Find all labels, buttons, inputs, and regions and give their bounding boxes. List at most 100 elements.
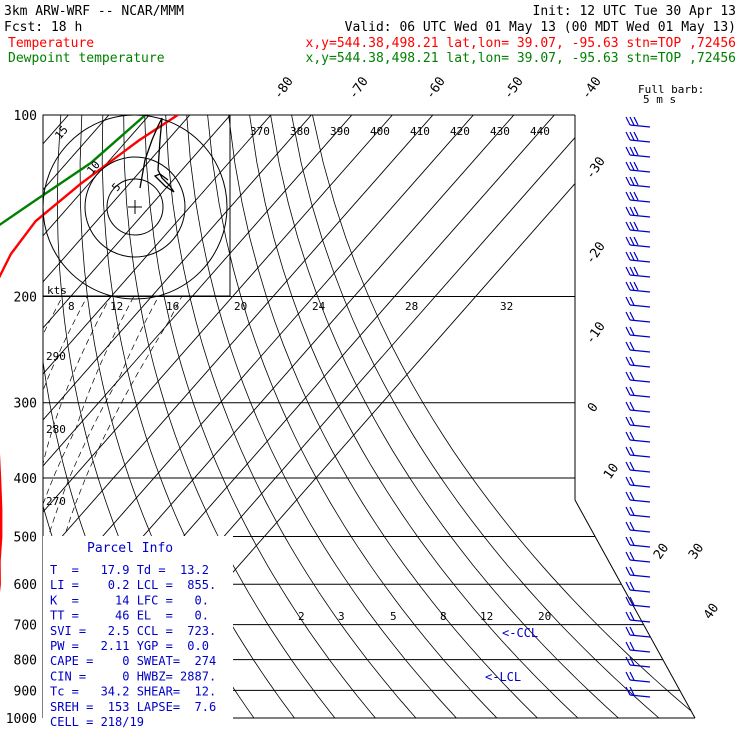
dry-adiabat	[249, 115, 579, 718]
isotherm-label: 10	[601, 461, 622, 482]
mixing-ratio-label: 8	[440, 610, 447, 623]
pressure-tick-label: 100	[14, 109, 37, 124]
wind-barb	[625, 476, 651, 488]
wind-barb	[625, 386, 651, 398]
wind-barb	[625, 431, 651, 443]
moist-adiabat	[43, 296, 159, 718]
parcel-info-row: CAPE = 0 SWEAT= 274	[50, 654, 216, 668]
parcel-info-panel: Parcel Info T = 17.9 Td = 13.2LI = 0.2 L…	[43, 536, 233, 729]
wind-barb	[625, 521, 651, 533]
wind-barb	[625, 296, 651, 308]
dry-adiabat	[291, 115, 660, 718]
theta-left-label: 270	[46, 495, 66, 508]
isotherm-label: -60	[423, 74, 449, 102]
wind-barb	[625, 611, 651, 623]
parcel-info-row: CELL = 218/19	[50, 715, 144, 729]
wind-barb	[625, 326, 651, 338]
theta-label: 430	[490, 125, 510, 138]
isotherm	[43, 115, 231, 718]
dry-adiabat	[270, 115, 619, 718]
wind-barb	[625, 446, 651, 458]
isotherm	[43, 115, 272, 718]
wind-barb	[625, 131, 651, 143]
isotherm	[43, 115, 150, 718]
wind-barb	[625, 686, 651, 698]
sounding-curves	[0, 113, 179, 593]
wind-barbs	[625, 116, 651, 698]
isotherm	[43, 115, 191, 718]
isotherm-label: -80	[271, 74, 297, 102]
theta-label: 400	[370, 125, 390, 138]
isotherm-label: -20	[583, 239, 609, 267]
mixing-ratio-label: 24	[312, 300, 326, 313]
wind-barb	[625, 356, 651, 368]
valid-time: Valid: 06 UTC Wed 01 May 13 (00 MDT Wed …	[345, 20, 736, 35]
isotherm	[43, 115, 353, 718]
hodograph-units: kts	[47, 284, 67, 297]
mixing-ratio-label: 12	[480, 610, 493, 623]
mixing-ratio-label: 5	[390, 610, 397, 623]
wind-barb	[625, 671, 651, 683]
init-time: Init: 12 UTC Tue 30 Apr 13	[533, 4, 737, 19]
wind-barb	[625, 281, 651, 293]
mixing-ratio-label: 3	[338, 610, 345, 623]
wind-barb	[625, 641, 651, 653]
isotherm-label: -40	[579, 74, 605, 102]
wind-barb	[625, 221, 651, 233]
wind-barb	[625, 176, 651, 188]
isotherm	[43, 115, 434, 718]
wind-barb	[625, 266, 651, 278]
wind-barb	[625, 566, 651, 578]
ccl-marker: <-CCL	[502, 626, 538, 640]
parcel-info-row: TT = 46 EL = 0.	[50, 609, 209, 623]
theta-label: 410	[410, 125, 430, 138]
mixing-ratio-label: 8	[68, 300, 75, 313]
theta-label: 370	[250, 125, 270, 138]
hodo-ring-label: 15	[52, 123, 70, 142]
pressure-tick-label: 800	[14, 654, 37, 669]
wind-barb	[625, 341, 651, 353]
mixing-ratio-label: 16	[166, 300, 179, 313]
theta-left-label: 280	[46, 423, 66, 436]
mixing-ratio-label: 28	[405, 300, 418, 313]
parcel-info-title: Parcel Info	[87, 541, 173, 556]
barb-key-units: 5 m s	[643, 93, 676, 106]
dry-adiabat	[165, 115, 417, 718]
parcel-info-row: SREH = 153 LAPSE= 7.6	[50, 700, 216, 714]
wind-barb	[625, 536, 651, 548]
temperature-line	[0, 113, 179, 593]
theta-label: 380	[290, 125, 310, 138]
pressure-tick-label: 400	[14, 472, 37, 487]
pressure-tick-label: 300	[14, 397, 37, 412]
wind-barb	[625, 146, 651, 158]
dry-adiabat	[207, 115, 498, 718]
theta-label: 420	[450, 125, 470, 138]
isotherm-label: -30	[583, 154, 609, 182]
dry-adiabat	[186, 115, 457, 718]
dry-adiabat	[228, 115, 538, 718]
isotherm-label: -10	[583, 319, 609, 347]
isotherm	[43, 115, 312, 718]
temperature-legend: Temperature	[8, 36, 94, 51]
parcel-info-row: Tc = 34.2 SHEAR= 12.	[50, 685, 216, 699]
hodo-ring-label: 10	[84, 158, 102, 177]
lcl-marker: <-LCL	[485, 670, 521, 684]
wind-barb	[625, 626, 651, 638]
wind-barb	[625, 251, 651, 263]
parcel-info-row: CIN = 0 HWBZ= 2887.	[50, 669, 216, 683]
isotherm	[43, 115, 393, 718]
wind-barb	[625, 371, 651, 383]
pressure-tick-label: 200	[14, 291, 37, 306]
moist-adiabat	[43, 296, 183, 718]
dewpoint-location: x,y=544.38,498.21 lat,lon= 39.07, -95.63…	[306, 51, 736, 66]
dry-adiabat	[312, 115, 695, 718]
isotherm-label: -70	[346, 74, 372, 102]
wind-barb	[625, 206, 651, 218]
mixing-ratio-label: 32	[500, 300, 513, 313]
wind-barb	[625, 311, 651, 323]
parcel-info-row: LI = 0.2 LCL = 855.	[50, 578, 216, 592]
forecast-hour: Fcst: 18 h	[4, 20, 82, 35]
wind-barb	[625, 236, 651, 248]
parcel-info-row: K = 14 LFC = 0.	[50, 593, 209, 607]
wind-barb	[625, 506, 651, 518]
